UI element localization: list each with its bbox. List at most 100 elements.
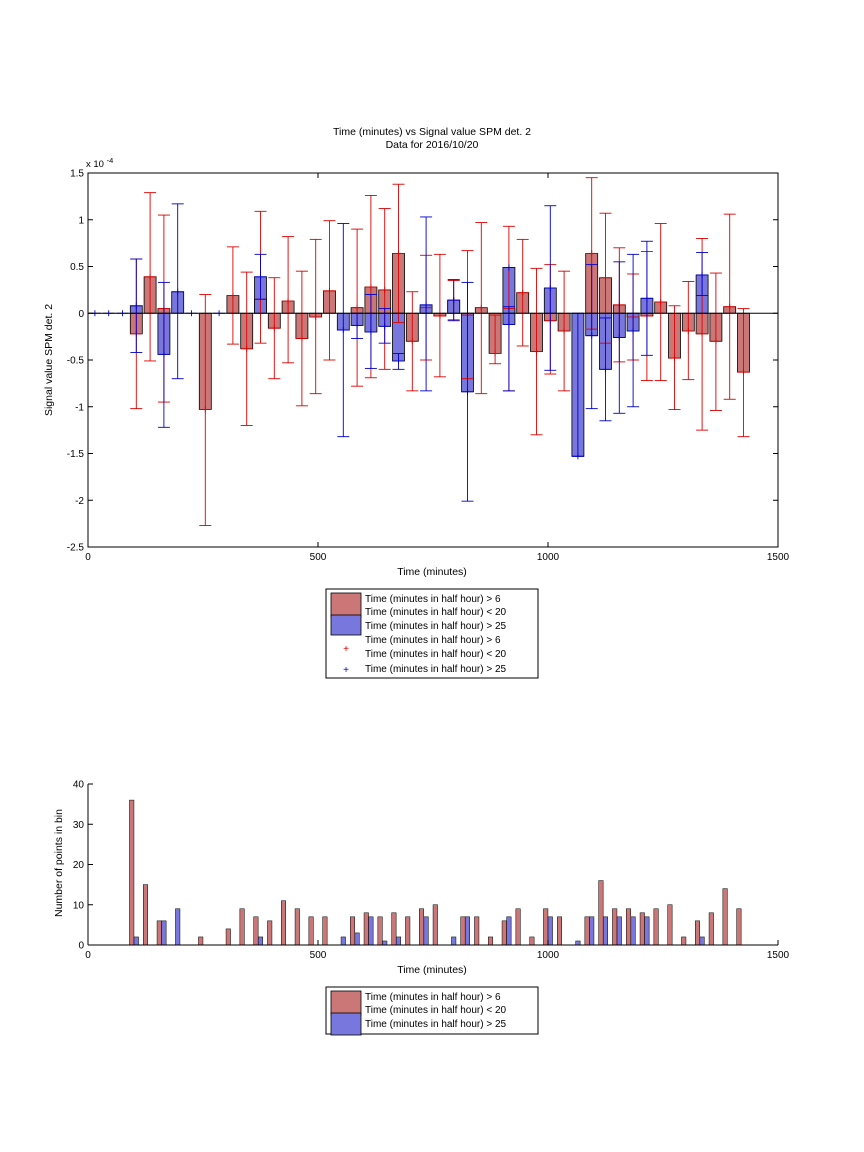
y-tick-label: 0.5 [70,262,84,273]
legend-entry: Time (minutes in half hour) > 6 [365,992,501,1003]
legend-entry: Time (minutes in half hour) < 20 [365,1005,507,1016]
blue-count-bar [258,936,263,946]
y-tick-label: 30 [73,820,85,831]
y-tick-label: 10 [73,900,85,911]
legend-entry: Time (minutes in half hour) > 6 [365,635,501,646]
blue-count-bar [368,916,374,946]
signal-legend: Time (minutes in half hour) > 6 Time (mi… [325,588,539,679]
legend-entry: Time (minutes in half hour) < 20 [365,607,507,618]
red-count-bar [639,912,645,946]
y-tick-label: 1 [78,215,84,226]
red-count-bar [653,908,659,946]
legend-entry: Time (minutes in half hour) > 25 [365,1019,507,1030]
blue-count-bar [423,916,429,946]
red-count-bar [432,904,438,946]
blue-count-bar [175,908,181,946]
blue-count-bar [603,916,608,946]
red-count-bar [363,912,369,946]
blue-count-bar [465,916,470,946]
blue-count-bar [699,936,705,946]
blue-count-bar [161,920,167,946]
legend-entry: Time (minutes in half hour) > 6 [365,594,501,605]
red-count-bar [474,916,480,946]
red-count-bar [529,936,535,946]
signal-axis-ticks: 0 500 1000 1500 -2.5 -2 -1.5 -1 -0.5 0 0.5 1 1.5 [67,169,790,564]
blue-count-bar [451,936,457,946]
red-count-bar [281,900,286,946]
y-tick-label: 20 [73,860,85,871]
legend-red-swatch [330,592,362,618]
red-count-bar [501,920,507,946]
red-count-bar [626,908,631,946]
red-count-bar [322,916,328,946]
exponent-label: x 10 -4 [86,156,113,170]
blue-count-bar [396,936,401,946]
count-legend: Time (minutes in half hour) > 6 Time (mi… [325,986,539,1036]
red-count-bar [515,908,521,946]
red-count-bar [543,908,549,946]
blue-count-bar [133,936,139,946]
x-tick-label: 1000 [537,552,560,563]
red-count-bar [405,916,411,946]
red-count-bar [681,936,687,946]
blue-count-bar [630,916,636,946]
signal-error-bars [88,177,778,526]
red-count-bar [350,916,355,946]
x-tick-label: 1500 [767,552,790,563]
legend-marker-blue: + [343,665,349,676]
x-tick-label: 500 [310,950,327,961]
count-axis-ticks: 0 500 1000 1500 0 10 20 30 40 [73,780,790,962]
y-tick-label: 0 [78,309,84,320]
blue-count-bar [575,940,581,946]
red-count-bar [488,936,493,946]
red-count-bar [225,928,231,946]
red-count-bar [239,908,245,946]
count-chart: 0 500 1000 1500 0 10 20 30 40 Time (minutes) Num… [53,780,790,1036]
y-tick-label: -2.5 [67,543,85,554]
y-tick-label: -0.5 [67,356,85,367]
red-count-bar [308,916,314,946]
legend-marker-red: + [343,644,349,655]
legend-blue-swatch [330,1012,362,1036]
signal-chart: Time (minutes) vs Signal value SPM det. … [43,126,790,679]
blue-count-bar [340,936,346,946]
red-count-bar [708,912,714,946]
red-count-bar [736,908,742,946]
red-count-bar [722,888,728,946]
count-x-label: Time (minutes) [397,964,467,976]
y-tick-label: -1 [75,402,84,413]
x-tick-label: 500 [310,552,327,563]
signal-y-label: Signal value SPM det. 2 [43,304,55,416]
y-tick-label: -1.5 [67,449,85,460]
blue-count-bar [506,916,512,946]
red-count-bar [612,908,618,946]
red-count-bar [419,908,424,946]
x-tick-label: 0 [85,552,91,563]
red-count-bar [143,884,148,946]
red-count-bar [253,916,259,946]
red-count-bar [129,799,135,946]
red-count-bar [377,916,383,946]
exponent-power: -4 [107,156,114,165]
y-tick-label: 0 [78,941,84,952]
chart-title: Time (minutes) vs Signal value SPM det. … [333,126,531,138]
red-count-bar [391,912,397,946]
x-tick-label: 1000 [537,950,560,961]
legend-entry: Time (minutes in half hour) < 20 [365,649,507,660]
y-tick-label: 40 [73,780,85,791]
y-tick-label: -2 [75,496,84,507]
red-count-bar [198,936,204,946]
blue-count-bar [644,916,650,946]
y-tick-label: 1.5 [70,169,84,180]
legend-red-swatch [330,990,362,1016]
blue-count-bar [382,940,388,946]
count-y-label: Number of points in bin [53,809,65,917]
blue-count-bar [589,916,595,946]
red-count-bar [294,908,300,946]
blue-count-bar [547,916,553,946]
red-count-bar [267,920,273,946]
chart-subtitle: Data for 2016/10/20 [386,139,479,151]
red-count-bar [584,916,590,946]
legend-blue-swatch [330,614,362,636]
